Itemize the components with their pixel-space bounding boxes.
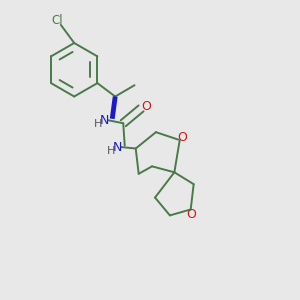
Text: Cl: Cl (52, 14, 63, 27)
Text: O: O (177, 131, 187, 144)
Text: O: O (142, 100, 152, 113)
Text: N: N (100, 114, 110, 127)
Text: H: H (94, 119, 102, 129)
Text: H: H (107, 146, 115, 156)
Text: N: N (112, 140, 122, 154)
Text: O: O (186, 208, 196, 221)
